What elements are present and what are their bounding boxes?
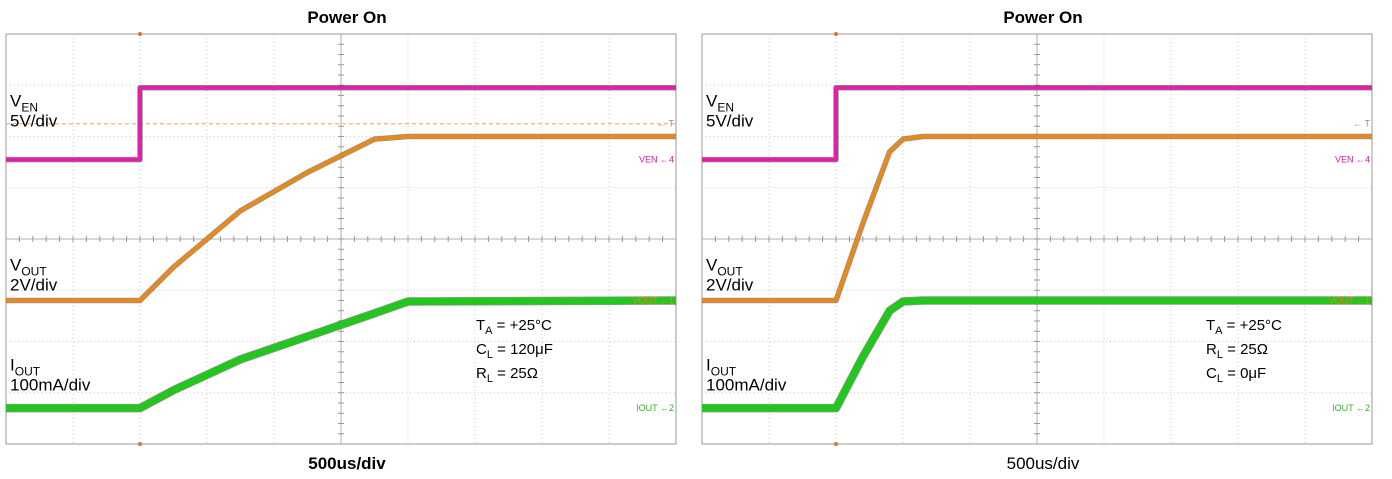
iout-label: IOUT: [706, 356, 737, 379]
ven-scale-label: 5V/div: [706, 112, 754, 131]
ven-label: VEN: [706, 92, 734, 115]
trace-vout: [702, 134, 1372, 303]
trigger-time-marker: [834, 32, 838, 36]
test-condition: RL = 25Ω: [476, 365, 538, 385]
trace-ven: [6, 85, 676, 162]
vout-label: VOUT: [10, 256, 47, 279]
trace-iout: [702, 297, 1372, 412]
vout-label: VOUT: [706, 256, 743, 279]
trace-vout: [6, 134, 676, 303]
power-on-panel-2: Power On VEN 5V/div VOUT 2V/div IOUT 100mA/di…: [698, 0, 1388, 479]
vout-scale-label: 2V/div: [10, 276, 58, 295]
time-base-label: 500us/div: [1006, 454, 1080, 473]
test-condition: TA = +25°C: [1206, 317, 1282, 337]
test-condition: TA = +25°C: [476, 317, 552, 337]
time-base-label: 500us/div: [308, 454, 386, 473]
trace-iout: [6, 297, 677, 412]
iout-channel-marker: IOUT ←2: [1332, 403, 1370, 413]
power-on-panel-1: Power On VEN 5V/div VOUT 2V/div IOUT 100mA/di…: [2, 0, 692, 479]
iout-scale-label: 100mA/div: [10, 376, 91, 395]
panel-title: Power On: [1003, 8, 1083, 27]
trace-ven: [702, 85, 1372, 162]
ven-channel-marker: VEN ←4: [639, 155, 674, 165]
ven-channel-marker: VEN ←4: [1335, 155, 1370, 165]
vout-scale-label: 2V/div: [706, 276, 754, 295]
ven-label: VEN: [10, 92, 38, 115]
iout-scale-label: 100mA/div: [706, 376, 787, 395]
trigger-time-marker: [138, 32, 142, 36]
vout-channel-marker: VOUT ←1: [633, 296, 674, 306]
trigger-level-marker: ← T: [1353, 119, 1370, 129]
test-condition: CL = 120μF: [476, 341, 553, 361]
grid: [701, 33, 1373, 445]
ven-scale-label: 5V/div: [10, 112, 58, 131]
trigger-level-marker: ← T: [657, 119, 674, 129]
trigger-time-marker: [138, 442, 142, 446]
trigger-time-marker: [834, 442, 838, 446]
vout-channel-marker: VOUT ←1: [1329, 296, 1370, 306]
test-condition: CL = 0μF: [1206, 365, 1266, 385]
panel-title: Power On: [307, 8, 387, 27]
iout-label: IOUT: [10, 356, 41, 379]
iout-channel-marker: IOUT ←2: [636, 403, 674, 413]
test-condition: RL = 25Ω: [1206, 341, 1268, 361]
